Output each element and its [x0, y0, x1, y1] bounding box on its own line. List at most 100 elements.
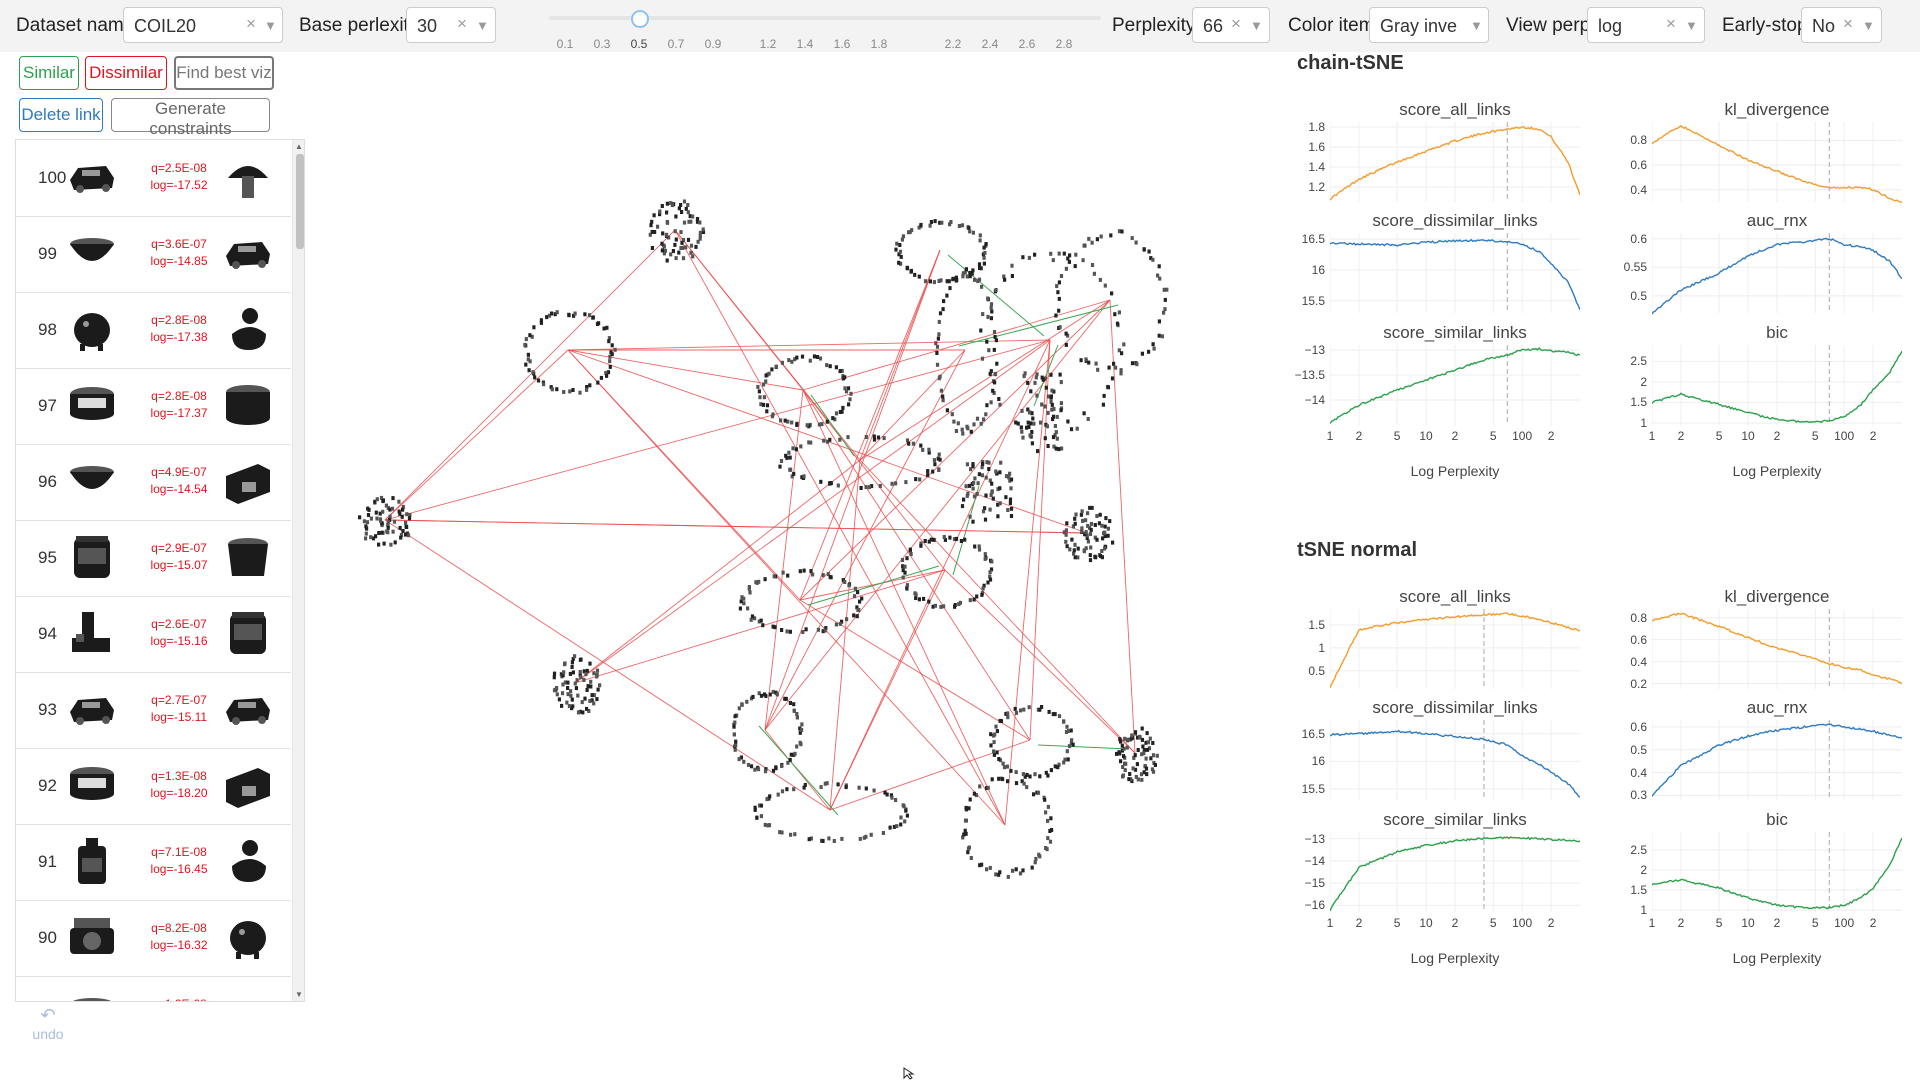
color-item-select[interactable]: Gray invert ▼: [1369, 7, 1489, 43]
dissimilar-link-line[interactable]: [859, 459, 1136, 754]
link-row[interactable]: 95 q=2.9E-07 log=-15.07: [16, 520, 291, 597]
delete-link-button[interactable]: Delete link: [19, 98, 103, 132]
dissimilar-link-line[interactable]: [384, 339, 1051, 521]
cluster[interactable]: [1062, 505, 1115, 563]
dissimilar-link-line[interactable]: [859, 249, 941, 461]
dissimilar-link-line[interactable]: [567, 349, 1006, 826]
line-plot[interactable]: [1330, 609, 1580, 699]
dissimilar-link-line[interactable]: [829, 339, 1051, 811]
dissimilar-link-line[interactable]: [944, 569, 1136, 754]
line-plot[interactable]: [1330, 832, 1580, 922]
dissimilar-link-line[interactable]: [574, 339, 1051, 684]
clear-icon[interactable]: ×: [246, 14, 256, 33]
embedding-plot[interactable]: [340, 90, 1210, 910]
dissimilar-link-line[interactable]: [384, 519, 1088, 534]
similar-link-line[interactable]: [810, 394, 855, 457]
link-row[interactable]: 97 q=2.8E-08 log=-17.37: [16, 368, 291, 445]
dissimilar-link-line[interactable]: [802, 389, 1006, 826]
link-row[interactable]: q=1.3E-08: [16, 976, 291, 1001]
dissimilar-link-line[interactable]: [574, 569, 946, 684]
chevron-down-icon[interactable]: ▼: [476, 18, 489, 33]
similar-link-line[interactable]: [958, 304, 1119, 347]
similar-link-line[interactable]: [947, 254, 1045, 337]
similar-link-line[interactable]: [807, 565, 940, 606]
line-plot[interactable]: [1330, 345, 1580, 435]
dissimilar-link-line[interactable]: [1109, 299, 1136, 754]
dissimilar-link-line[interactable]: [1004, 339, 1051, 826]
clear-icon[interactable]: ×: [1231, 14, 1241, 33]
dissimilar-link-line[interactable]: [829, 739, 1031, 811]
early-stop-select[interactable]: No × ▼: [1801, 7, 1882, 43]
dissimilar-link-line[interactable]: [574, 459, 861, 684]
dissimilar-link-line[interactable]: [799, 299, 1111, 601]
cluster[interactable]: [1115, 726, 1159, 784]
cluster[interactable]: [552, 654, 602, 715]
scroll-up-icon[interactable]: ▲: [295, 142, 303, 151]
dissimilar-link-line[interactable]: [764, 349, 966, 731]
similar-link-line[interactable]: [1037, 744, 1130, 750]
cluster[interactable]: [523, 310, 617, 395]
chevron-down-icon[interactable]: ▼: [264, 18, 277, 33]
link-row[interactable]: 90 q=8.2E-08 log=-16.32: [16, 900, 291, 977]
dissimilar-link-line[interactable]: [859, 299, 1111, 461]
cluster[interactable]: [732, 689, 804, 774]
dissimilar-link-line[interactable]: [1029, 339, 1051, 741]
line-plot[interactable]: [1652, 122, 1902, 212]
line-plot[interactable]: [1652, 720, 1902, 810]
line-plot[interactable]: [1652, 832, 1902, 922]
scroll-down-icon[interactable]: ▼: [295, 990, 303, 999]
line-plot[interactable]: [1330, 233, 1580, 323]
cluster[interactable]: [934, 267, 999, 436]
cluster[interactable]: [1020, 371, 1064, 454]
line-plot[interactable]: [1330, 720, 1580, 810]
dissimilar-button[interactable]: Dissimilar: [85, 56, 167, 90]
dissimilar-link-line[interactable]: [567, 339, 1051, 351]
slider-track[interactable]: [549, 16, 1101, 20]
dissimilar-link-line[interactable]: [802, 389, 1031, 741]
clear-icon[interactable]: ×: [1666, 14, 1676, 33]
link-row[interactable]: 96 q=4.9E-07 log=-14.54: [16, 444, 291, 521]
link-row[interactable]: 99 q=3.6E-07 log=-14.85: [16, 216, 291, 293]
cluster[interactable]: [961, 776, 1054, 879]
cluster[interactable]: [738, 568, 864, 634]
line-plot[interactable]: [1652, 345, 1902, 435]
slider-handle[interactable]: [631, 10, 649, 28]
link-row[interactable]: 93 q=2.7E-07 log=-15.11: [16, 672, 291, 749]
cluster[interactable]: [756, 354, 853, 429]
chevron-down-icon[interactable]: ▼: [1470, 18, 1483, 33]
view-perp-select[interactable]: log × ▼: [1587, 7, 1705, 43]
dissimilar-link-line[interactable]: [859, 349, 966, 461]
link-row[interactable]: 91 q=7.1E-08 log=-16.45: [16, 824, 291, 901]
link-row[interactable]: 98 q=2.8E-08 log=-17.38: [16, 292, 291, 369]
chevron-down-icon[interactable]: ▼: [1862, 18, 1875, 33]
link-row[interactable]: 94 q=2.6E-07 log=-15.16: [16, 596, 291, 673]
base-perplexity-select[interactable]: 30 × ▼: [406, 7, 496, 43]
similar-button[interactable]: Similar: [19, 56, 79, 90]
line-plot[interactable]: [1652, 609, 1902, 699]
cluster[interactable]: [979, 251, 1126, 437]
cluster[interactable]: [778, 434, 942, 491]
chevron-down-icon[interactable]: ▼: [1685, 18, 1698, 33]
dissimilar-link-line[interactable]: [799, 599, 1031, 741]
link-row[interactable]: 100 q=2.5E-08 log=-17.52: [16, 140, 291, 217]
line-plot[interactable]: [1330, 122, 1580, 212]
cluster[interactable]: [900, 535, 994, 609]
chevron-down-icon[interactable]: ▼: [1250, 18, 1263, 33]
dissimilar-link-line[interactable]: [802, 299, 1111, 391]
dissimilar-link-line[interactable]: [567, 349, 804, 391]
scrollbar[interactable]: ▲ ▼: [292, 140, 304, 1001]
similar-link-line[interactable]: [952, 485, 980, 576]
link-list[interactable]: 100 q=2.5E-08 log=-17.52 99 q=3.6E-07 lo…: [15, 139, 305, 1002]
cluster[interactable]: [989, 705, 1075, 779]
dissimilar-link-line[interactable]: [384, 349, 569, 521]
clear-icon[interactable]: ×: [457, 14, 467, 33]
dissimilar-link-line[interactable]: [384, 519, 831, 811]
undo-button[interactable]: ↶ undo: [28, 1005, 68, 1043]
dissimilar-link-line[interactable]: [674, 229, 804, 391]
dissimilar-link-line[interactable]: [764, 249, 941, 731]
dataset-select[interactable]: COIL20 × ▼: [123, 7, 283, 43]
dissimilar-link-line[interactable]: [799, 569, 946, 601]
cluster[interactable]: [753, 781, 910, 843]
generate-constraints-button[interactable]: Generate constraints: [111, 98, 270, 138]
link-row[interactable]: 92 q=1.3E-08 log=-18.20: [16, 748, 291, 825]
